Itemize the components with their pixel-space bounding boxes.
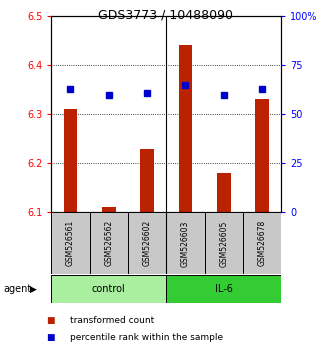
- Bar: [51, 275, 166, 303]
- Bar: [217, 173, 231, 212]
- Text: percentile rank within the sample: percentile rank within the sample: [70, 333, 223, 342]
- Text: control: control: [92, 284, 126, 294]
- Bar: [256, 99, 269, 212]
- Bar: [179, 45, 192, 212]
- Bar: [243, 212, 281, 274]
- Text: GSM526678: GSM526678: [258, 220, 267, 267]
- Text: GSM526603: GSM526603: [181, 220, 190, 267]
- Text: GSM526562: GSM526562: [104, 220, 113, 267]
- Bar: [90, 212, 128, 274]
- Text: GSM526605: GSM526605: [219, 220, 228, 267]
- Text: IL-6: IL-6: [215, 284, 233, 294]
- Text: GDS3773 / 10488090: GDS3773 / 10488090: [98, 9, 233, 22]
- Text: ▶: ▶: [30, 285, 37, 294]
- Bar: [166, 275, 281, 303]
- Bar: [166, 212, 205, 274]
- Bar: [102, 207, 116, 212]
- Bar: [64, 109, 77, 212]
- Text: GSM526561: GSM526561: [66, 220, 75, 267]
- Text: transformed count: transformed count: [70, 316, 154, 325]
- Text: ■: ■: [46, 333, 55, 342]
- Text: GSM526602: GSM526602: [143, 220, 152, 267]
- Bar: [128, 212, 166, 274]
- Bar: [140, 149, 154, 212]
- Bar: [205, 212, 243, 274]
- Text: ■: ■: [46, 316, 55, 325]
- Bar: [51, 212, 90, 274]
- Text: agent: agent: [3, 284, 31, 294]
